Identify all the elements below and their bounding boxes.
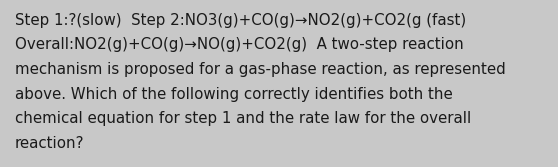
Text: Step 1:?(slow)  Step 2:NO3(g)+CO(g)→NO2(g)+CO2(g (fast): Step 1:?(slow) Step 2:NO3(g)+CO(g)→NO2(g…	[15, 13, 466, 28]
Text: reaction?: reaction?	[15, 135, 84, 150]
Text: mechanism is proposed for a gas-phase reaction, as represented: mechanism is proposed for a gas-phase re…	[15, 62, 506, 77]
Text: above. Which of the following correctly identifies both the: above. Which of the following correctly …	[15, 87, 453, 102]
Text: chemical equation for step 1 and the rate law for the overall: chemical equation for step 1 and the rat…	[15, 111, 472, 126]
Text: Overall:NO2(g)+CO(g)→NO(g)+CO2(g)  A two-step reaction: Overall:NO2(g)+CO(g)→NO(g)+CO2(g) A two-…	[15, 38, 464, 52]
